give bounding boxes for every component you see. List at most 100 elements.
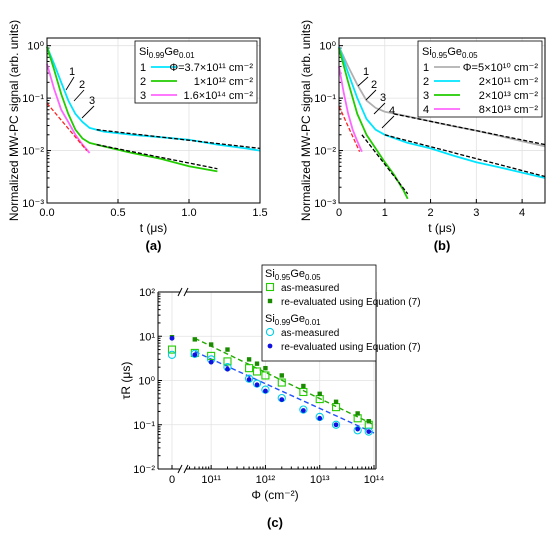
legend-title-subscript: 0.99 (149, 51, 165, 60)
axis-break-mark (183, 464, 189, 474)
y-tick-label: 10⁻² (314, 146, 336, 158)
legend-title-element: Si (265, 268, 275, 280)
panel-label: (b) (434, 238, 451, 253)
legend-marker (265, 282, 275, 292)
plot-frame (338, 37, 546, 204)
y-tick-label: 10² (139, 287, 155, 299)
legend-title: Si0.99Ge0.01 (139, 46, 195, 60)
x-tick-label: 1.5 (252, 207, 267, 219)
data-point (254, 382, 260, 388)
annotation-label: 2 (371, 79, 377, 91)
data-point (225, 366, 230, 372)
data-point (299, 405, 308, 414)
legend-entry-number: 4 (423, 104, 429, 116)
legend-entry-label: as-measured (281, 283, 339, 294)
x-axis-title: Φ (cm⁻²) (251, 488, 298, 502)
legend-entry-label: Φ=5×10¹⁰ cm⁻² (463, 62, 539, 74)
data-point (246, 357, 252, 362)
data-point (261, 371, 270, 380)
x-tick-label: 2 (427, 207, 433, 219)
legend-title-element: Si (422, 46, 432, 58)
panel-label: (c) (267, 515, 283, 530)
annotation-arrow (357, 76, 369, 87)
legend-title-element: Si (265, 313, 275, 325)
legend-entry-label: 2×10¹¹ cm⁻² (479, 76, 539, 88)
legend-title: Si0.95Ge0.05 (422, 46, 478, 60)
data-point (279, 397, 285, 403)
annotation-arrow (373, 102, 386, 115)
x-tick-label: 1 (382, 207, 388, 219)
plot-frame (46, 37, 261, 204)
legend-title-subscript: 0.01 (305, 318, 321, 327)
fit-line (46, 102, 88, 152)
legend-title-subscript: 0.99 (275, 318, 291, 327)
x-tick-label: 3 (473, 207, 479, 219)
x-tick-label: 0.0 (39, 207, 54, 219)
y-tick-label: 10⁻² (22, 146, 44, 158)
series-2-line (46, 46, 218, 173)
legend-entry-number: 1 (423, 62, 429, 74)
annotation-label: 2 (79, 79, 85, 91)
fit-line (194, 350, 375, 434)
x-tick-label: 0 (169, 474, 175, 486)
axis-break-mark (183, 287, 189, 297)
legend-title-element: Ge (447, 46, 462, 58)
y-tick-label: 10⁻¹ (314, 93, 336, 105)
legend-title-subscript: 0.01 (179, 51, 195, 60)
legend-entry-label: Φ=3.7×10¹¹ cm⁻² (169, 62, 253, 74)
data-point (277, 378, 286, 387)
y-tick-label: 10⁰ (138, 376, 155, 388)
data-point (254, 361, 260, 366)
axis-break-mark (177, 287, 183, 297)
legend-title-subscript: 0.05 (462, 51, 478, 60)
legend-box (134, 40, 258, 104)
annotation-arrow (81, 105, 95, 119)
fit-line (361, 134, 409, 195)
annotation-arrow (65, 76, 75, 91)
panel-label: (a) (146, 238, 162, 253)
data-point (192, 337, 198, 342)
legend-entry-label: 2×10¹³ cm⁻² (479, 90, 539, 102)
legend-entry-label: 8×10¹³ cm⁻² (479, 104, 539, 116)
y-axis-title: τR (μs) (119, 362, 133, 400)
legend-entry-label: re-evaluated using Equation (7) (281, 297, 421, 308)
series-4-line (338, 66, 363, 153)
fit-line (96, 129, 261, 150)
y-axis-title: Normalized MW-PC signal (arb. units) (299, 20, 313, 221)
data-point (301, 383, 306, 389)
data-point (263, 388, 268, 394)
data-point (263, 365, 268, 371)
x-tick-label: 0.5 (110, 207, 125, 219)
data-point (246, 377, 252, 382)
annotation-label: 1 (69, 66, 75, 78)
legend-box (261, 264, 377, 362)
y-tick-label: 10⁰ (27, 41, 44, 53)
fit-line (338, 105, 361, 152)
data-point (192, 352, 198, 358)
x-tick-label: 1.0 (181, 207, 196, 219)
fit-line (194, 337, 375, 426)
y-tick-label: 10⁻¹ (22, 93, 44, 105)
x-tick-label: 10¹² (256, 474, 276, 486)
x-axis-title: t (μs) (140, 221, 168, 235)
legend-box (417, 40, 543, 118)
data-point (245, 364, 254, 373)
data-point (333, 399, 339, 405)
panel-a: 0.0 0.5 1.0 1.5 10⁻³ 10⁻² 10⁻¹ 10⁰ t (μs) Normali… (7, 20, 268, 253)
data-point (169, 335, 175, 341)
x-tick-label: 0 (336, 207, 342, 219)
data-point (167, 345, 177, 354)
legend-title-subscript: 0.95 (432, 51, 448, 60)
legend-entry-number: 2 (140, 76, 146, 88)
y-tick-label: 10⁻² (133, 464, 155, 476)
legend-title-element: Si (139, 46, 149, 58)
legend-entry-number: 2 (423, 76, 429, 88)
legend-title-element: Ge (290, 313, 305, 325)
y-tick-label: 10¹ (139, 331, 155, 343)
legend-entry-label: 1.6×10¹⁴ cm⁻² (183, 90, 253, 102)
data-point (355, 426, 361, 432)
data-point (279, 373, 284, 378)
data-point (244, 374, 254, 383)
fit-line (96, 143, 218, 170)
